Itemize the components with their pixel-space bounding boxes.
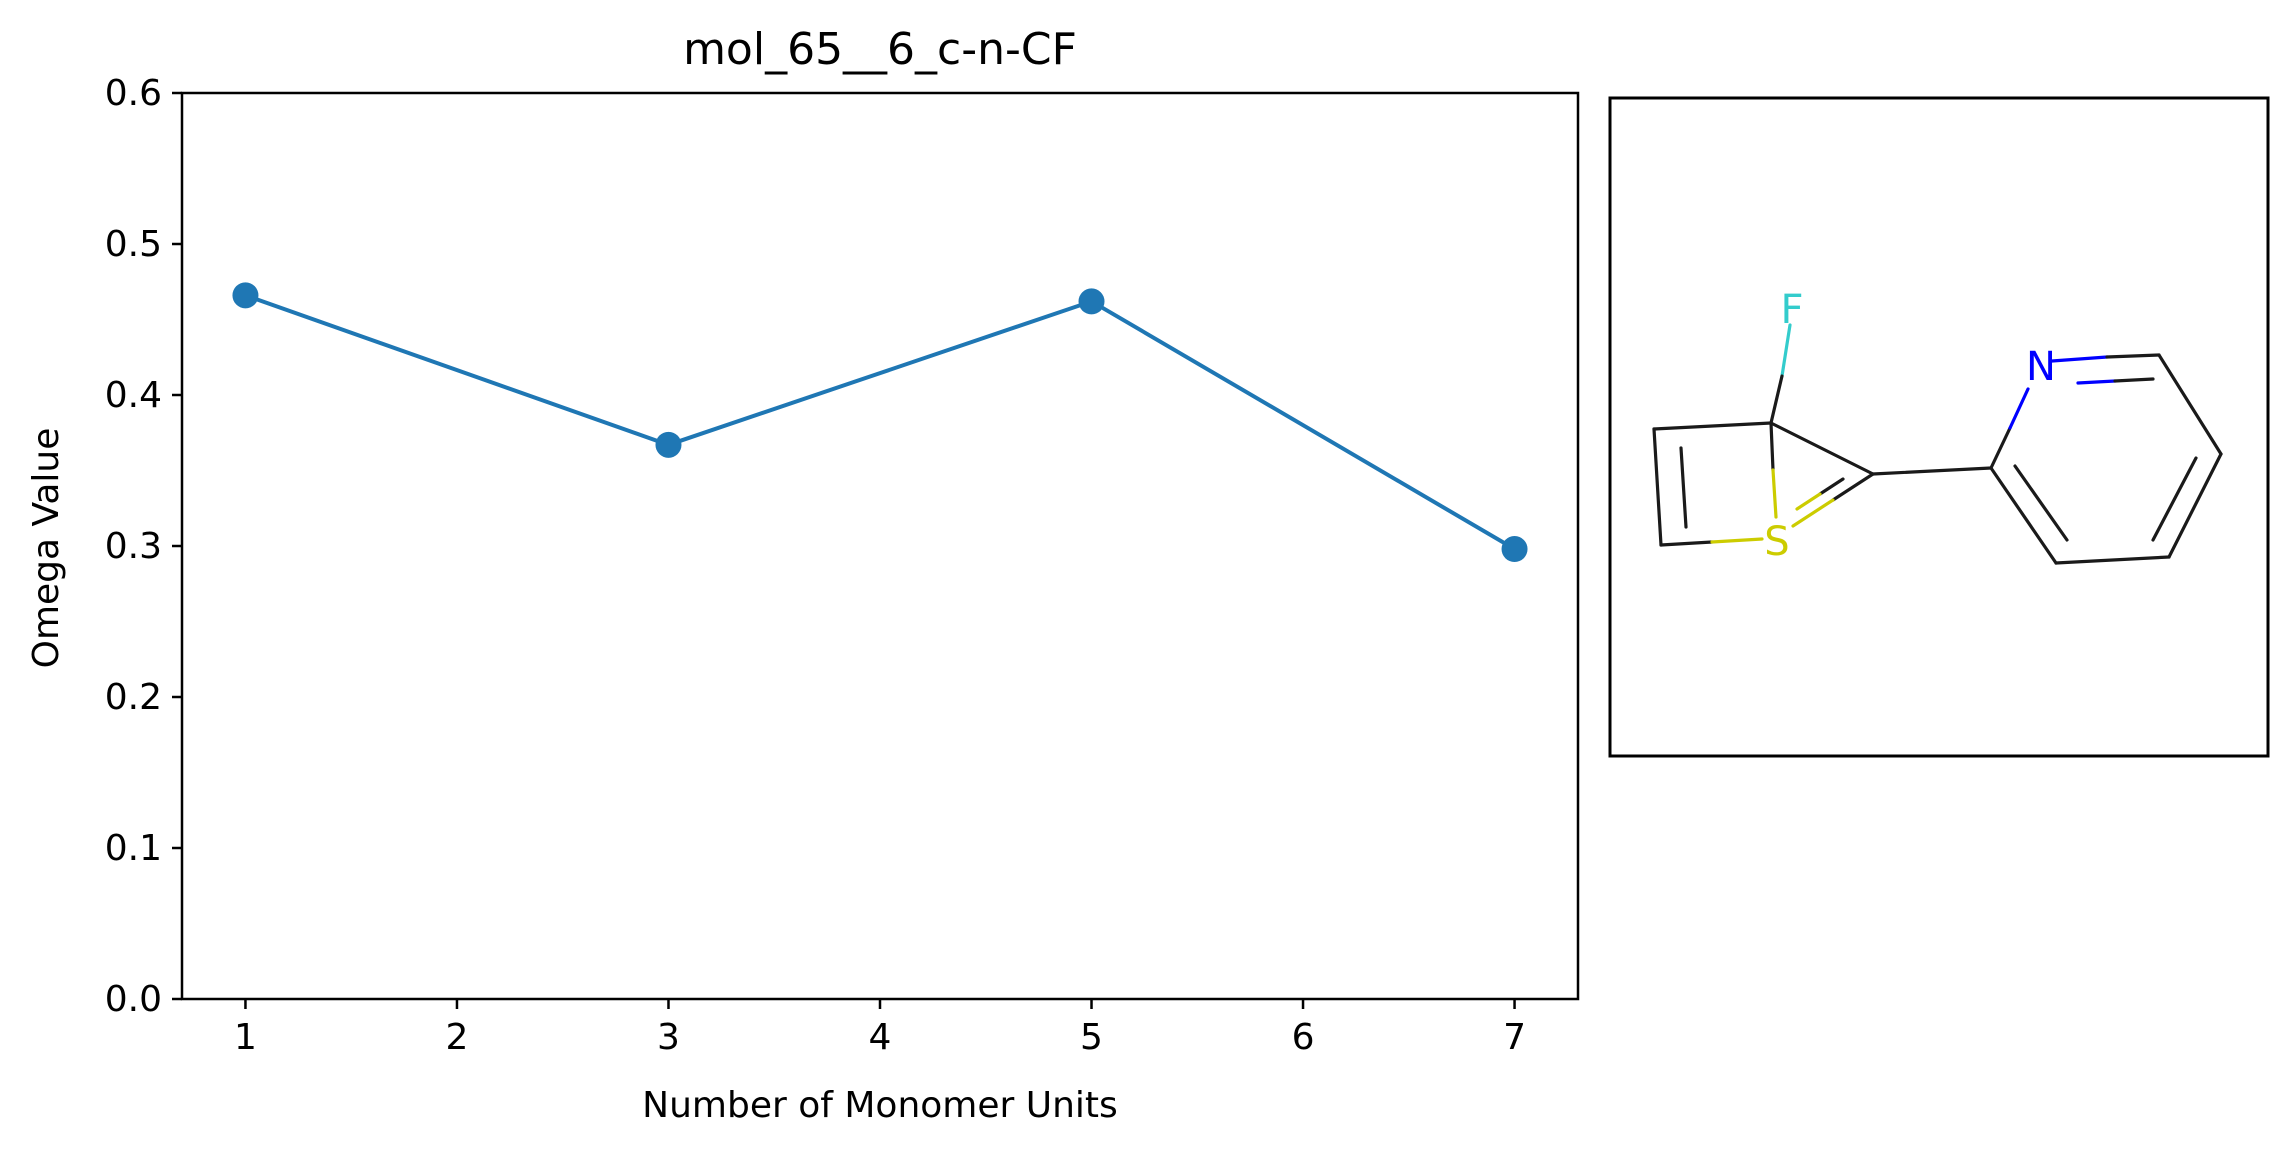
bond-c-s-carbon-half — [1769, 421, 1775, 472]
x-tick-label: 3 — [657, 1017, 680, 1058]
bond-ring-bottom-sulfur-half — [1710, 537, 1764, 544]
y-tick-label: 0.6 — [105, 73, 162, 114]
x-tick-label: 7 — [1503, 1017, 1526, 1058]
y-tick-label: 0.1 — [105, 828, 162, 869]
bond-pyr-c3-c2 — [1989, 466, 2058, 565]
data-point — [232, 282, 259, 309]
data-point — [655, 431, 682, 458]
y-axis-label: Omega Value — [26, 428, 67, 669]
molecule-bonds — [1652, 323, 2223, 565]
y-tick-label: 0.2 — [105, 677, 162, 718]
molecule-structure-panel: F N S — [1608, 96, 2270, 758]
x-axis-label: Number of Monomer Units — [642, 1085, 1118, 1126]
y-axis-ticks: 0.0 0.1 0.2 0.3 0.4 0.5 0.6 — [105, 73, 182, 1020]
plot-area-frame — [180, 91, 1580, 1001]
sulfur-atom-label: S — [1764, 519, 1789, 565]
series-omega — [232, 282, 1528, 563]
bond-cyclo-double-sulfur-half — [1795, 492, 1822, 511]
line-chart: mol_65__6_c-n-CF 0.0 0.1 0.2 0.3 0.4 0.5 0.6 1… — [26, 24, 1580, 1126]
bond-pyr-c5-c4 — [2167, 452, 2223, 559]
bond-pyr-double-3 — [2013, 464, 2069, 542]
y-tick-label: 0.0 — [105, 979, 162, 1020]
bond-pyr-c4-c3 — [2054, 555, 2171, 565]
bond-pyr-double-2 — [2151, 456, 2198, 542]
bond-ring-bottom-carbon-half — [1659, 540, 1714, 547]
bond-cyclo-c-s-sulfur-half — [1791, 498, 1835, 528]
bond-ring-left-double — [1679, 446, 1688, 529]
bond-pyr-c2-n-carbon-half — [1989, 426, 2012, 470]
bond-cyclo-double-carbon-half — [1818, 477, 1845, 496]
bond-pyr-c2-n-nitrogen-half — [2008, 387, 2030, 430]
bond-cyclo-c-s-carbon-half — [1831, 472, 1875, 502]
x-tick-label: 5 — [1080, 1017, 1103, 1058]
data-point — [1078, 288, 1105, 315]
data-point — [1501, 536, 1528, 563]
y-tick-label: 0.5 — [105, 224, 162, 265]
x-tick-label: 2 — [446, 1017, 469, 1058]
x-tick-label: 6 — [1292, 1017, 1315, 1058]
bond-cyclo-c-c — [1769, 421, 1875, 476]
x-axis-ticks: 1 2 3 4 5 6 7 — [234, 999, 1526, 1058]
bond-pyr-n-c6-carbon-half — [2105, 353, 2161, 359]
chart-title: mol_65__6_c-n-CF — [683, 24, 1077, 75]
bond-c-s-sulfur-half — [1771, 468, 1778, 519]
bond-linker — [1871, 466, 1993, 476]
x-tick-label: 1 — [234, 1017, 257, 1058]
bond-pyr-n-c6-nitrogen-half — [2050, 355, 2109, 363]
bond-ring-top — [1652, 421, 1773, 431]
fluorine-atom-label: F — [1780, 287, 1803, 333]
series-line — [244, 293, 1516, 551]
x-tick-label: 4 — [869, 1017, 892, 1058]
bond-pyr-c6-c5 — [2157, 353, 2223, 456]
bond-ring-left — [1652, 427, 1663, 547]
bond-pyr-double-1-carbon-half — [2113, 377, 2155, 383]
y-tick-label: 0.4 — [105, 375, 162, 416]
bond-f-c-fluorine-half — [1780, 323, 1792, 378]
bond-f-c-carbon-half — [1769, 374, 1784, 425]
bond-pyr-double-1-nitrogen-half — [2076, 379, 2117, 385]
nitrogen-atom-label: N — [2026, 344, 2056, 390]
y-tick-label: 0.3 — [105, 526, 162, 567]
